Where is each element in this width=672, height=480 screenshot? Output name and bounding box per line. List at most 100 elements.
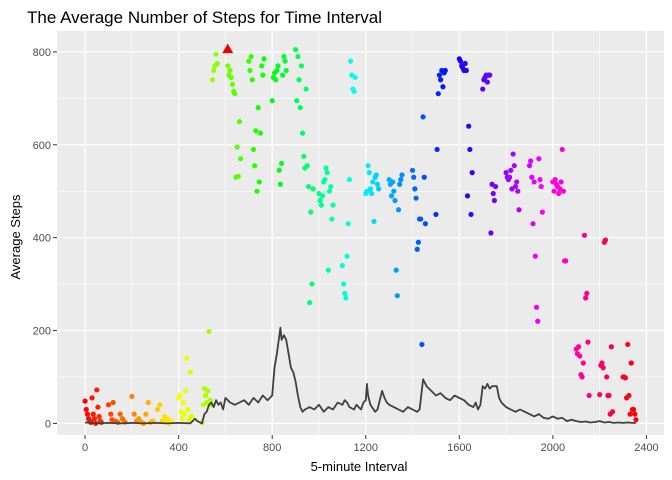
data-point <box>328 183 334 190</box>
data-point <box>435 91 441 97</box>
data-point <box>536 156 542 162</box>
data-point <box>91 416 98 422</box>
data-point <box>490 190 496 197</box>
data-point <box>248 53 254 60</box>
x-tick-label: 1200 <box>354 442 378 454</box>
data-point <box>503 170 509 176</box>
data-point <box>392 197 398 204</box>
data-point <box>185 406 191 413</box>
data-point <box>325 267 331 273</box>
data-point <box>295 53 301 60</box>
data-point <box>329 216 335 222</box>
data-point <box>628 360 634 366</box>
data-point <box>438 77 444 83</box>
data-point <box>184 355 190 361</box>
data-point <box>630 406 637 413</box>
data-point <box>256 179 262 185</box>
data-point <box>515 188 521 194</box>
data-point <box>409 167 416 173</box>
data-point <box>511 163 517 169</box>
data-point <box>457 58 464 64</box>
x-tick-label: 0 <box>82 442 88 454</box>
data-point <box>563 258 569 264</box>
data-point <box>246 58 252 64</box>
data-point <box>464 193 471 199</box>
data-point <box>276 167 282 173</box>
data-point <box>183 388 189 394</box>
data-point <box>351 88 357 94</box>
data-point <box>583 295 589 301</box>
data-point <box>282 58 288 64</box>
data-point <box>234 144 240 150</box>
data-point <box>301 153 307 159</box>
data-point <box>469 170 475 176</box>
data-point <box>228 74 234 81</box>
data-point <box>366 170 372 176</box>
data-point <box>510 151 516 157</box>
data-point <box>538 183 544 190</box>
data-point <box>326 188 333 194</box>
data-point <box>105 402 112 408</box>
data-point <box>304 163 310 169</box>
data-point <box>399 172 405 178</box>
data-point <box>585 339 591 345</box>
data-point <box>373 172 379 178</box>
data-point <box>254 188 260 194</box>
data-point <box>440 84 446 90</box>
data-point <box>531 179 537 185</box>
y-axis-title: Average Steps <box>8 194 23 280</box>
data-point <box>414 246 420 252</box>
data-point <box>318 202 324 208</box>
data-point <box>600 365 606 371</box>
data-point <box>530 221 536 227</box>
data-point <box>516 207 522 213</box>
x-tick-label: 1600 <box>447 442 471 454</box>
data-point <box>283 67 289 74</box>
data-point <box>84 411 91 417</box>
data-point <box>249 77 255 83</box>
data-point <box>412 186 418 192</box>
data-point <box>177 392 183 399</box>
data-point <box>602 237 609 243</box>
data-point <box>202 392 209 399</box>
data-point <box>117 411 123 417</box>
data-point <box>232 91 238 97</box>
data-point <box>187 369 193 375</box>
data-point <box>507 174 513 180</box>
data-point <box>411 174 417 180</box>
data-point <box>238 156 244 162</box>
data-point <box>94 387 100 393</box>
data-point <box>209 77 216 83</box>
data-point <box>255 105 261 111</box>
data-point <box>397 181 403 187</box>
x-axis-ticks: 0 400 800 1200 1600 2000 2400 <box>82 435 659 454</box>
data-point <box>529 174 535 180</box>
data-point <box>508 167 514 173</box>
data-point <box>466 123 472 129</box>
data-point <box>303 86 309 92</box>
data-point <box>324 170 330 176</box>
data-point <box>274 67 280 74</box>
data-point <box>292 46 299 53</box>
data-point <box>468 211 474 218</box>
data-point <box>206 328 212 335</box>
data-point <box>367 186 374 192</box>
y-tick-label: 800 <box>33 47 51 59</box>
data-point <box>533 304 540 310</box>
data-point <box>370 179 376 185</box>
data-point <box>480 86 486 92</box>
data-point <box>180 399 186 406</box>
data-point <box>269 98 275 104</box>
data-point <box>551 188 557 194</box>
data-point <box>214 60 220 67</box>
data-point <box>560 188 567 194</box>
data-point <box>369 190 375 197</box>
data-point <box>317 197 323 204</box>
data-point <box>227 67 233 74</box>
data-point <box>422 221 429 227</box>
data-point <box>393 267 399 273</box>
data-point <box>343 295 349 301</box>
chart-title: The Average Number of Steps for Time Int… <box>27 8 382 27</box>
data-point <box>415 239 421 245</box>
data-point <box>259 63 265 69</box>
